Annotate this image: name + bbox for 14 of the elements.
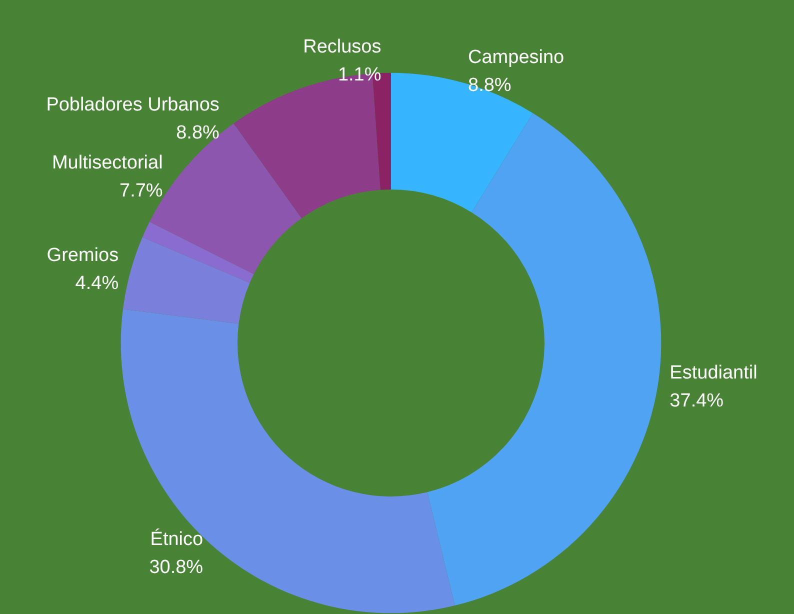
slice-label: Estudiantil <box>670 362 758 384</box>
slice-label: Reclusos <box>303 36 382 58</box>
slice-label: Étnico <box>150 528 204 550</box>
data-label: 8.8% <box>176 122 220 144</box>
slice-label: Pobladores Urbanos <box>46 94 220 116</box>
data-label: 4.4% <box>75 272 119 294</box>
data-label: 1.1% <box>338 64 382 86</box>
data-label: 30.8% <box>149 556 204 578</box>
data-label: 37.4% <box>670 390 724 412</box>
slice-label: Multisectorial <box>52 152 163 174</box>
data-label: 8.8% <box>468 75 512 96</box>
slice-label: Gremios <box>46 244 119 266</box>
slice-label: Campesino <box>468 47 564 68</box>
data-label: 7.7% <box>120 180 163 202</box>
